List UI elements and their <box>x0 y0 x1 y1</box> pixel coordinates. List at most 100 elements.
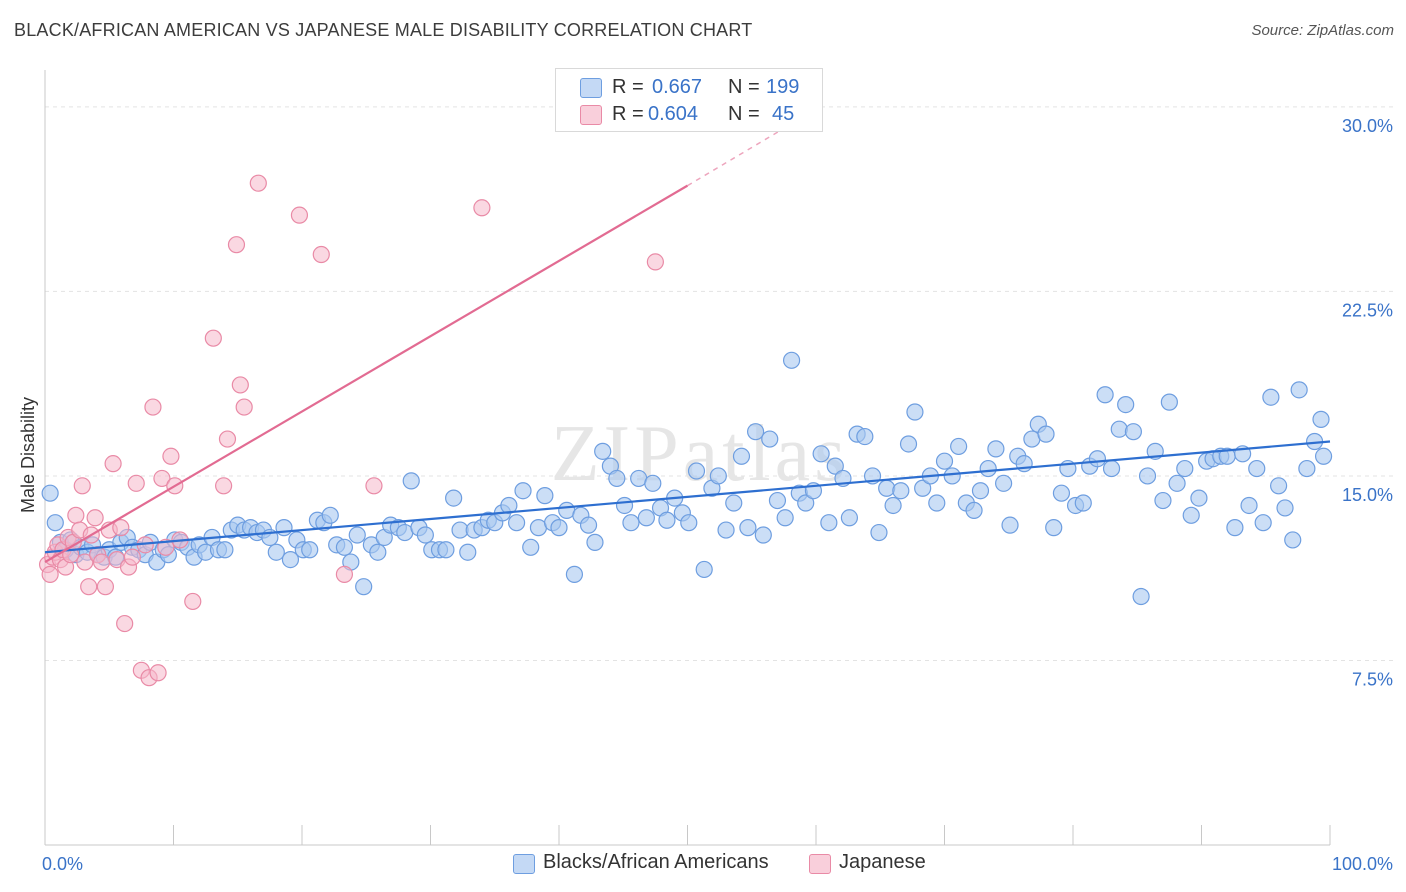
blue-point <box>402 472 420 490</box>
blue-point <box>437 541 455 559</box>
blue-point <box>1226 519 1244 537</box>
blue-point <box>1124 423 1142 441</box>
x-tick-label: 100.0% <box>1332 854 1393 874</box>
axes <box>44 70 1331 846</box>
blue-point <box>550 519 568 537</box>
pink-points <box>38 174 664 687</box>
y-axis-label: Male Disability <box>18 397 38 513</box>
blue-point <box>739 519 757 537</box>
blue-point <box>695 560 713 579</box>
blue-point <box>820 514 838 532</box>
blue-point <box>622 514 640 532</box>
blue-point <box>321 506 339 524</box>
legend-n-value: 199 <box>766 76 800 98</box>
bottom-legend-swatch-blue <box>513 854 535 874</box>
blue-point <box>717 521 735 539</box>
source-label: Source: ZipAtlas.com <box>1251 22 1394 39</box>
pink-trend-line <box>44 184 689 564</box>
blue-point <box>1314 447 1333 465</box>
blue-point <box>761 430 779 448</box>
blue-point <box>906 403 924 421</box>
legend-n-label: N = <box>728 76 760 98</box>
bottom-legend-label: Blacks/African Americans <box>543 851 769 873</box>
blue-point <box>1132 587 1150 606</box>
pink-point <box>73 477 91 495</box>
pink-point <box>312 245 330 264</box>
blue-point <box>1088 450 1107 468</box>
blue-point <box>46 514 64 532</box>
blue-point <box>1154 491 1172 510</box>
blue-point <box>1240 496 1258 515</box>
legend-r-label: R = <box>612 103 644 125</box>
y-tick-label: 22.5% <box>1342 300 1393 320</box>
blue-point <box>812 445 830 463</box>
blue-point <box>892 482 910 500</box>
pink-point <box>235 398 253 416</box>
stats-legend: R = 0.667 N = 199 R = 0.604 N = 45 <box>555 68 823 132</box>
blue-point <box>1182 506 1200 524</box>
blue-point <box>826 457 844 475</box>
blue-point <box>914 479 932 497</box>
pink-point <box>335 565 354 583</box>
pink-point <box>76 553 94 571</box>
grid-lines <box>45 106 1393 661</box>
legend-r-value: 0.604 <box>648 103 699 125</box>
blue-point <box>522 538 540 556</box>
blue-point <box>565 565 584 583</box>
blue-point <box>1117 396 1135 414</box>
pink-point <box>157 538 175 556</box>
blue-point <box>586 533 604 551</box>
blue-point <box>416 526 434 544</box>
blue-point <box>732 447 751 465</box>
pink-point <box>67 506 85 524</box>
blue-point <box>500 496 518 515</box>
blue-point <box>644 474 662 492</box>
blue-point <box>979 459 997 478</box>
blue-point <box>1037 425 1055 443</box>
pink-point <box>218 430 237 448</box>
blue-point <box>797 494 815 512</box>
blue-point <box>943 467 961 485</box>
blue-points <box>41 351 1333 606</box>
legend-swatch-blue <box>580 78 602 98</box>
legend-swatch-pink <box>580 105 602 125</box>
blue-point <box>1248 459 1266 478</box>
blue-point <box>747 423 765 441</box>
pink-point <box>153 469 171 488</box>
pink-point <box>86 509 104 527</box>
pink-point <box>227 236 246 254</box>
legend-r-value: 0.667 <box>652 76 703 98</box>
blue-point <box>680 514 698 532</box>
blue-point <box>615 496 634 515</box>
blue-point <box>594 442 612 460</box>
blue-point <box>768 491 787 510</box>
blue-point <box>971 482 990 500</box>
pink-point <box>41 565 59 583</box>
legend-n-label: N = <box>728 103 760 125</box>
blue-point <box>1110 420 1128 438</box>
pink-point <box>144 398 162 416</box>
blue-point <box>1138 467 1157 485</box>
blue-point <box>884 496 902 515</box>
blue-point <box>1269 477 1288 495</box>
blue-point <box>1290 381 1308 399</box>
blue-point <box>1284 531 1302 549</box>
blue-point <box>507 514 526 532</box>
blue-point <box>987 440 1005 458</box>
blue-point <box>1045 519 1063 537</box>
blue-point <box>459 543 477 561</box>
y-tick-label: 30.0% <box>1342 116 1393 136</box>
blue-point <box>1096 386 1114 404</box>
pink-point <box>473 199 491 217</box>
blue-point <box>754 526 772 544</box>
legend-n-value: 45 <box>772 103 795 125</box>
pink-point <box>646 253 664 271</box>
pink-point <box>204 329 222 347</box>
blue-point <box>216 541 234 559</box>
blue-point <box>369 543 387 561</box>
blue-point <box>776 509 794 527</box>
blue-point <box>687 462 706 480</box>
blue-point <box>1052 484 1071 502</box>
blue-point <box>267 543 285 561</box>
